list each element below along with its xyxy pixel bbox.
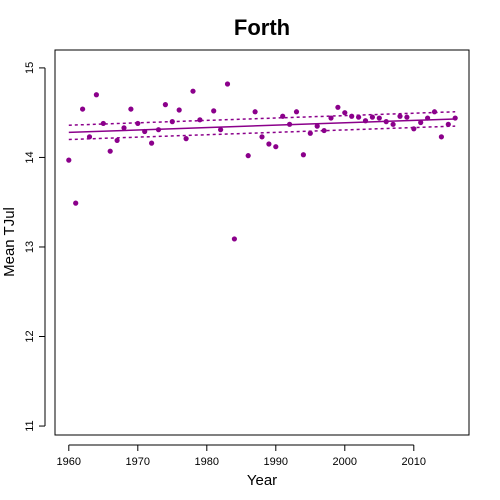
data-point <box>293 109 300 115</box>
data-point <box>121 125 127 131</box>
data-point <box>314 123 320 129</box>
data-point <box>176 107 182 113</box>
data-point <box>335 104 341 110</box>
chart-title: Forth <box>234 15 290 40</box>
data-point <box>93 92 99 98</box>
data-point <box>349 113 355 119</box>
data-point <box>266 141 272 147</box>
data-point <box>404 114 410 120</box>
data-point <box>328 115 334 121</box>
data-point <box>321 127 327 134</box>
data-point <box>155 127 162 133</box>
data-point <box>162 102 168 108</box>
data-point <box>142 128 148 135</box>
data-point <box>80 106 86 112</box>
ci-lower-line <box>68 125 456 141</box>
data-point <box>431 109 438 115</box>
data-point <box>342 110 348 116</box>
data-point <box>183 136 189 142</box>
data-point <box>390 121 396 127</box>
data-point <box>197 117 203 123</box>
data-point <box>411 126 417 132</box>
data-point <box>128 106 134 112</box>
data-point <box>231 236 237 242</box>
data-point <box>86 134 93 140</box>
data-point <box>224 81 231 87</box>
y-tick-label: 15 <box>24 62 36 74</box>
data-point <box>107 148 113 154</box>
data-point <box>114 137 120 144</box>
data-points <box>66 81 458 242</box>
data-point <box>149 140 155 146</box>
data-point <box>273 144 279 150</box>
x-tick-label: 1980 <box>195 456 219 468</box>
data-point <box>438 134 444 140</box>
data-point <box>252 109 258 115</box>
data-point <box>418 119 424 126</box>
data-point <box>397 113 403 119</box>
data-point <box>307 130 313 136</box>
x-tick-label: 2010 <box>402 456 426 468</box>
data-point <box>135 120 141 127</box>
y-tick-label: 13 <box>24 241 36 253</box>
y-axis: 11 12 13 14 15 <box>24 62 46 432</box>
y-tick-label: 11 <box>24 420 36 431</box>
data-point <box>100 120 106 127</box>
x-tick-label: 1960 <box>57 456 81 468</box>
data-point <box>445 121 451 127</box>
data-point <box>190 88 196 94</box>
data-point <box>287 121 293 127</box>
ci-upper-line <box>68 111 456 126</box>
data-point <box>211 108 217 114</box>
data-point <box>245 153 251 159</box>
x-tick-label: 1970 <box>126 456 150 468</box>
data-point <box>169 119 175 125</box>
data-point <box>259 134 265 140</box>
data-point <box>362 118 369 124</box>
data-point <box>300 152 306 158</box>
trend-line <box>68 118 456 134</box>
y-axis-label: Mean TJul <box>1 207 18 277</box>
data-point <box>376 115 382 121</box>
data-point <box>369 114 375 120</box>
data-point <box>425 115 431 121</box>
x-axis: 1960 1970 1980 1990 2000 2010 <box>57 444 426 468</box>
plot-box <box>54 49 470 436</box>
data-point <box>73 200 79 206</box>
data-point <box>218 127 224 133</box>
y-tick-label: 14 <box>24 151 36 163</box>
y-tick-label: 12 <box>24 330 36 342</box>
data-point <box>280 113 286 119</box>
data-point <box>452 115 458 121</box>
x-tick-label: 1990 <box>264 456 288 468</box>
data-point <box>356 114 362 120</box>
x-tick-label: 2000 <box>333 456 357 468</box>
data-point <box>383 119 389 125</box>
data-point <box>66 157 72 163</box>
x-axis-label: Year <box>247 472 277 489</box>
trend-lines <box>68 111 456 141</box>
